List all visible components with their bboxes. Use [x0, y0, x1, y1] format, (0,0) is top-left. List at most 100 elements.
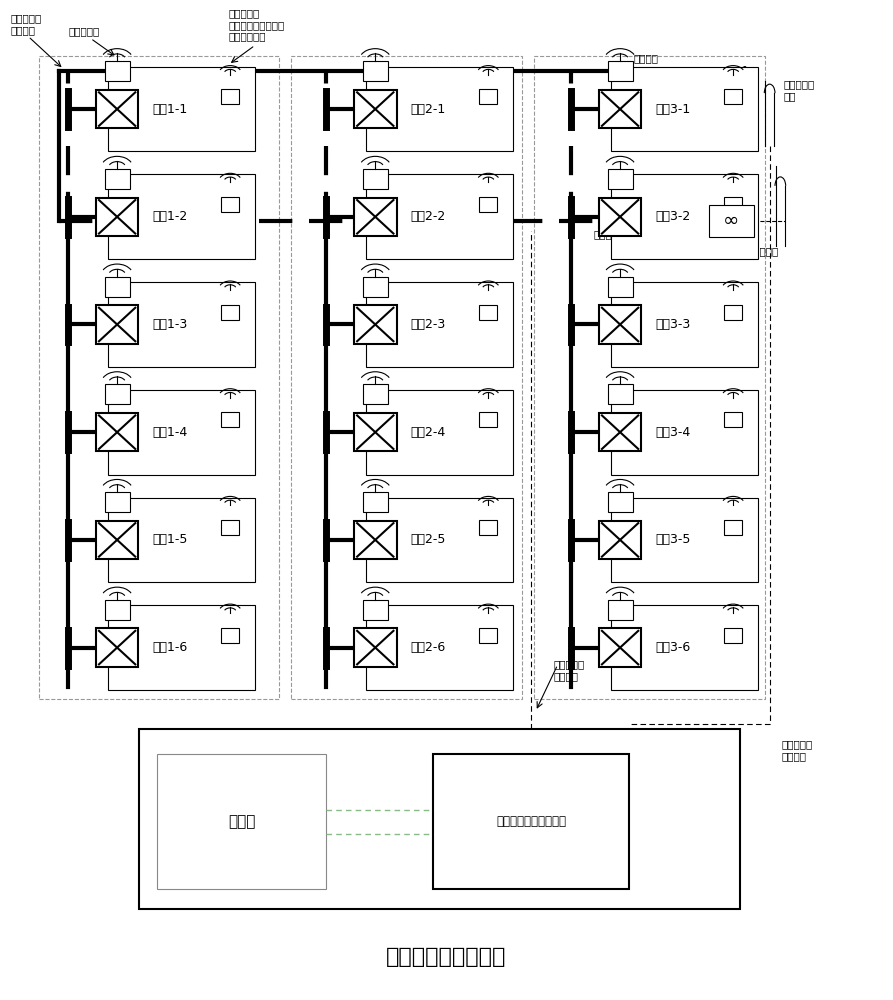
- Bar: [611, 282, 758, 367]
- Bar: [96, 305, 138, 344]
- Bar: [724, 520, 742, 535]
- Bar: [607, 600, 632, 620]
- Bar: [104, 277, 129, 297]
- Bar: [221, 197, 239, 212]
- Text: 用户2-4: 用户2-4: [411, 426, 446, 439]
- Bar: [598, 198, 641, 236]
- Text: 有线或无线
通讯线路: 有线或无线 通讯线路: [554, 660, 585, 681]
- Bar: [724, 197, 742, 212]
- Bar: [96, 413, 138, 451]
- Bar: [480, 89, 497, 104]
- Text: 用户3-2: 用户3-2: [655, 210, 690, 223]
- Bar: [363, 492, 388, 512]
- Bar: [607, 492, 632, 512]
- Bar: [363, 600, 388, 620]
- Bar: [598, 628, 641, 667]
- Bar: [480, 628, 497, 643]
- Bar: [157, 754, 326, 889]
- Text: 用户3-5: 用户3-5: [655, 533, 690, 546]
- Text: 热网回水: 热网回水: [593, 229, 618, 239]
- Bar: [363, 169, 388, 189]
- Bar: [96, 521, 138, 559]
- Bar: [480, 305, 497, 320]
- Text: 信息采集与分摊模块: 信息采集与分摊模块: [387, 947, 506, 967]
- Text: 有线或无线
通讯线路: 有线或无线 通讯线路: [781, 739, 813, 761]
- Text: 用户2-5: 用户2-5: [411, 533, 446, 546]
- Text: 室温控制器
（与通断控制阀有线
或无线通讯）: 室温控制器 （与通断控制阀有线 或无线通讯）: [229, 8, 285, 42]
- Bar: [607, 61, 632, 81]
- Bar: [96, 90, 138, 128]
- Text: 用户2-2: 用户2-2: [411, 210, 446, 223]
- Text: 用户1-1: 用户1-1: [153, 103, 188, 116]
- Bar: [611, 605, 758, 690]
- Bar: [366, 605, 513, 690]
- Bar: [534, 56, 765, 699]
- Bar: [611, 498, 758, 582]
- Bar: [354, 90, 396, 128]
- Bar: [108, 174, 255, 259]
- Bar: [598, 521, 641, 559]
- Text: 用户1-4: 用户1-4: [153, 426, 188, 439]
- Bar: [480, 520, 497, 535]
- Bar: [598, 90, 641, 128]
- Bar: [611, 174, 758, 259]
- Bar: [724, 628, 742, 643]
- Bar: [354, 628, 396, 667]
- Bar: [480, 412, 497, 427]
- Bar: [363, 384, 388, 404]
- Bar: [104, 600, 129, 620]
- Text: 用户2-6: 用户2-6: [411, 641, 446, 654]
- Bar: [607, 277, 632, 297]
- Text: 用户3-1: 用户3-1: [655, 103, 690, 116]
- Bar: [709, 205, 754, 237]
- Bar: [433, 754, 629, 889]
- Text: 楼栋热量表: 楼栋热量表: [747, 246, 779, 256]
- Bar: [221, 520, 239, 535]
- Text: 上位机: 上位机: [228, 814, 255, 829]
- Bar: [598, 305, 641, 344]
- Bar: [354, 521, 396, 559]
- Bar: [291, 56, 522, 699]
- Bar: [221, 412, 239, 427]
- Text: 热网供水: 热网供水: [633, 53, 658, 63]
- Text: 用户1-2: 用户1-2: [153, 210, 188, 223]
- Bar: [480, 197, 497, 212]
- Bar: [607, 169, 632, 189]
- Text: 用户3-4: 用户3-4: [655, 426, 690, 439]
- Bar: [104, 169, 129, 189]
- Bar: [108, 282, 255, 367]
- Bar: [611, 67, 758, 151]
- Bar: [354, 413, 396, 451]
- Bar: [104, 61, 129, 81]
- Bar: [354, 198, 396, 236]
- Bar: [366, 390, 513, 475]
- Bar: [598, 413, 641, 451]
- Bar: [108, 390, 255, 475]
- Bar: [611, 390, 758, 475]
- Bar: [363, 61, 388, 81]
- Text: 楼栋数据采集分摊装置: 楼栋数据采集分摊装置: [497, 815, 566, 828]
- Text: 用户3-6: 用户3-6: [655, 641, 690, 654]
- Bar: [108, 67, 255, 151]
- Bar: [104, 492, 129, 512]
- Bar: [366, 67, 513, 151]
- Bar: [104, 384, 129, 404]
- Bar: [724, 89, 742, 104]
- Text: 用户1-6: 用户1-6: [153, 641, 188, 654]
- Bar: [366, 174, 513, 259]
- Bar: [363, 277, 388, 297]
- Text: 用户1-5: 用户1-5: [152, 533, 188, 546]
- Bar: [366, 282, 513, 367]
- Bar: [38, 56, 280, 699]
- Text: GPRS 或光纤宽带通讯: GPRS 或光纤宽带通讯: [342, 797, 417, 807]
- Bar: [354, 305, 396, 344]
- Text: 通断控制阀: 通断控制阀: [68, 26, 99, 36]
- Bar: [96, 198, 138, 236]
- Bar: [221, 89, 239, 104]
- Bar: [366, 498, 513, 582]
- Bar: [108, 498, 255, 582]
- Bar: [221, 305, 239, 320]
- Bar: [221, 628, 239, 643]
- Text: 用户3-3: 用户3-3: [655, 318, 690, 331]
- Bar: [139, 729, 740, 909]
